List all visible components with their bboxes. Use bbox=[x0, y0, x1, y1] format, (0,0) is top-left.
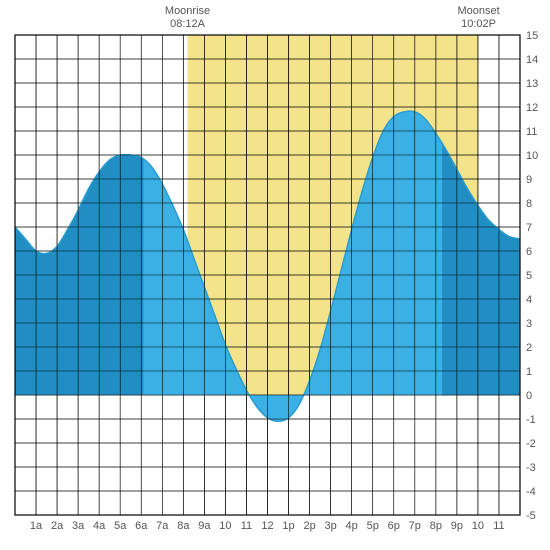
y-tick-label: 15 bbox=[526, 30, 538, 42]
y-tick-label: -1 bbox=[526, 414, 536, 426]
x-tick-label: 10 bbox=[219, 520, 231, 532]
y-tick-label: -2 bbox=[526, 438, 536, 450]
y-tick-label: 3 bbox=[526, 318, 532, 330]
y-tick-label: 9 bbox=[526, 174, 532, 186]
x-tick-label: 9a bbox=[198, 520, 211, 532]
grid bbox=[15, 35, 520, 515]
x-tick-label: 11 bbox=[241, 520, 252, 532]
tide-chart: -5-4-3-2-101234567891011121314151a2a3a4a… bbox=[0, 0, 550, 550]
x-tick-label: 1a bbox=[30, 520, 43, 532]
x-tick-label: 3a bbox=[72, 520, 85, 532]
y-tick-label: 11 bbox=[526, 126, 537, 138]
x-tick-label: 5a bbox=[114, 520, 127, 532]
x-tick-label: 6a bbox=[135, 520, 148, 532]
x-tick-label: 12 bbox=[261, 520, 273, 532]
y-tick-label: 0 bbox=[526, 390, 532, 402]
x-tick-label: 8a bbox=[177, 520, 190, 532]
y-tick-label: 7 bbox=[526, 222, 532, 234]
y-tick-label: 14 bbox=[526, 54, 538, 66]
x-tick-label: 7p bbox=[409, 520, 421, 532]
moonset-value: 10:02P bbox=[461, 18, 496, 30]
x-tick-label: 5p bbox=[367, 520, 379, 532]
moonrise-label: Moonrise bbox=[165, 5, 210, 17]
moonset-label: Moonset bbox=[457, 5, 499, 17]
x-tick-label: 2p bbox=[303, 520, 315, 532]
y-tick-label: 12 bbox=[526, 102, 538, 114]
y-tick-label: 1 bbox=[526, 366, 532, 378]
x-tick-label: 7a bbox=[156, 520, 169, 532]
y-tick-label: 8 bbox=[526, 198, 532, 210]
y-tick-label: 5 bbox=[526, 270, 532, 282]
x-tick-label: 10 bbox=[472, 520, 484, 532]
x-tick-label: 6p bbox=[388, 520, 400, 532]
y-tick-label: -3 bbox=[526, 462, 536, 474]
x-tick-label: 4a bbox=[93, 520, 106, 532]
y-tick-label: 6 bbox=[526, 246, 532, 258]
y-tick-label: 13 bbox=[526, 78, 538, 90]
y-tick-label: -5 bbox=[526, 510, 536, 522]
x-tick-label: 8p bbox=[430, 520, 442, 532]
y-tick-label: -4 bbox=[526, 486, 536, 498]
chart-svg: -5-4-3-2-101234567891011121314151a2a3a4a… bbox=[0, 0, 550, 550]
moonrise-value: 08:12A bbox=[170, 18, 206, 30]
x-tick-label: 9p bbox=[451, 520, 463, 532]
y-tick-label: 4 bbox=[526, 294, 532, 306]
y-tick-label: 2 bbox=[526, 342, 532, 354]
x-tick-label: 11 bbox=[493, 520, 504, 532]
x-tick-label: 3p bbox=[325, 520, 337, 532]
x-tick-label: 1p bbox=[282, 520, 294, 532]
x-tick-label: 2a bbox=[51, 520, 64, 532]
x-tick-label: 4p bbox=[346, 520, 358, 532]
y-tick-label: 10 bbox=[526, 150, 538, 162]
